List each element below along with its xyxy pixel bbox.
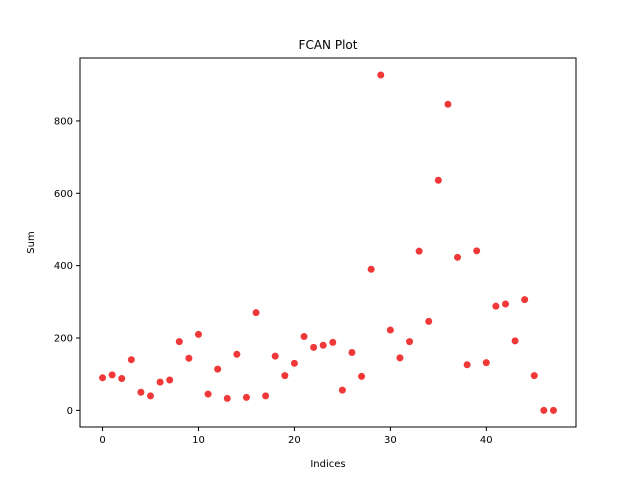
y-tick-label: 600 bbox=[54, 189, 73, 200]
data-point bbox=[521, 296, 529, 304]
data-point bbox=[310, 343, 318, 351]
data-point bbox=[473, 247, 481, 255]
y-tick-label: 0 bbox=[67, 406, 73, 417]
x-tick-label: 0 bbox=[99, 435, 105, 446]
x-axis-ticks: 0 10 20 30 40 bbox=[99, 427, 493, 446]
data-point bbox=[108, 371, 116, 379]
data-point bbox=[290, 359, 298, 367]
data-point bbox=[454, 253, 462, 261]
data-point bbox=[329, 338, 337, 346]
y-tick-label: 200 bbox=[54, 334, 73, 345]
data-point bbox=[233, 350, 241, 358]
plot-area-frame bbox=[79, 57, 577, 428]
data-point bbox=[127, 356, 135, 364]
data-point bbox=[281, 372, 289, 380]
data-point bbox=[396, 354, 404, 362]
data-point bbox=[348, 348, 356, 356]
y-tick-label: 400 bbox=[54, 261, 73, 272]
y-axis-label: Sum bbox=[26, 231, 37, 253]
data-point bbox=[300, 333, 308, 341]
data-point bbox=[156, 378, 164, 386]
x-tick-label: 20 bbox=[288, 435, 301, 446]
x-axis-label: Indices bbox=[310, 459, 345, 470]
data-point bbox=[204, 390, 212, 398]
data-point bbox=[99, 374, 107, 382]
data-point bbox=[530, 372, 538, 380]
data-point bbox=[501, 300, 509, 308]
data-point bbox=[482, 359, 490, 367]
y-axis-ticks: 0 200 400 600 800 bbox=[54, 116, 80, 417]
data-point bbox=[549, 406, 557, 414]
data-point bbox=[185, 354, 193, 362]
data-point bbox=[444, 100, 452, 108]
data-point bbox=[434, 176, 442, 184]
data-point bbox=[118, 375, 126, 383]
data-point bbox=[358, 372, 366, 380]
data-point bbox=[386, 326, 394, 334]
data-point bbox=[252, 309, 260, 317]
data-point bbox=[406, 338, 414, 346]
data-point bbox=[367, 265, 375, 273]
data-point bbox=[319, 341, 327, 349]
data-point bbox=[147, 392, 155, 400]
data-point bbox=[463, 361, 471, 369]
data-point bbox=[214, 365, 222, 373]
x-tick-label: 10 bbox=[192, 435, 205, 446]
data-point bbox=[415, 247, 423, 255]
data-point bbox=[242, 393, 250, 401]
x-tick-label: 40 bbox=[480, 435, 493, 446]
data-point bbox=[223, 394, 231, 402]
x-tick-label: 30 bbox=[384, 435, 397, 446]
data-point bbox=[137, 388, 145, 396]
data-point bbox=[166, 376, 174, 384]
data-points bbox=[99, 71, 557, 414]
data-point bbox=[262, 392, 270, 400]
data-point bbox=[511, 337, 519, 345]
data-point bbox=[194, 330, 202, 338]
data-point bbox=[271, 352, 279, 360]
data-point bbox=[175, 338, 183, 346]
data-point bbox=[540, 406, 548, 414]
data-point bbox=[425, 317, 433, 325]
data-point bbox=[492, 302, 500, 310]
data-point bbox=[338, 386, 346, 394]
chart-title: FCAN Plot bbox=[299, 38, 358, 52]
y-tick-label: 800 bbox=[54, 116, 73, 127]
data-point bbox=[377, 71, 385, 79]
